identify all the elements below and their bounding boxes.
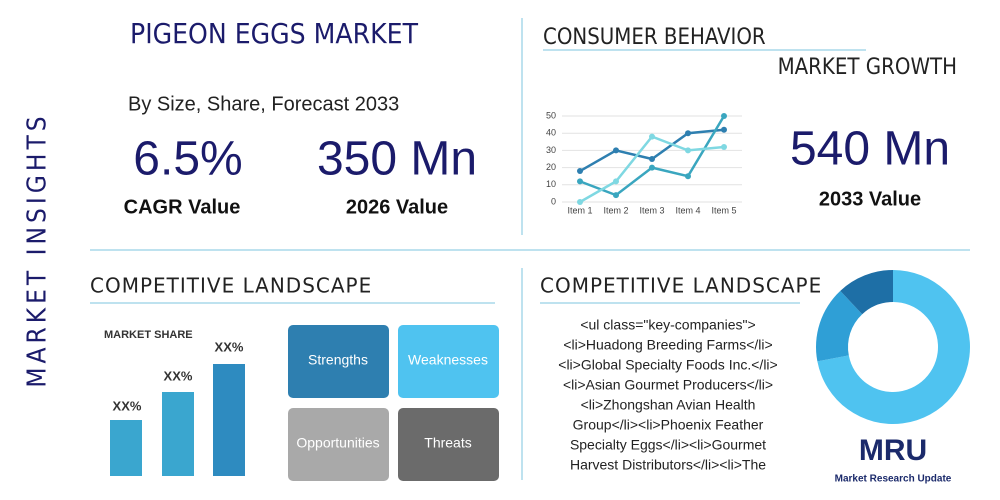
y-tick-label: 0: [551, 196, 556, 206]
share-bar: [110, 420, 142, 476]
y-tick-label: 50: [546, 110, 556, 120]
x-tick-label: Item 3: [639, 205, 664, 215]
bar-label: XX%: [164, 368, 193, 383]
line-point: [649, 164, 655, 171]
section-title: COMPETITIVE LANDSCAPE: [90, 274, 372, 298]
logo-text: Market Research Update: [835, 474, 952, 485]
stat-label: CAGR Value: [124, 196, 241, 218]
x-tick-label: Item 4: [675, 205, 700, 215]
company-line: <li>Zhongshan Avian Health: [581, 397, 756, 413]
line-point: [613, 192, 619, 199]
x-tick-label: Item 1: [567, 205, 592, 215]
section-title: COMPETITIVE LANDSCAPE: [540, 274, 822, 298]
x-tick-label: Item 5: [711, 205, 736, 215]
line-point: [577, 178, 583, 185]
share-bar: [213, 364, 245, 476]
company-line: Harvest Distributors</li><li>The: [570, 457, 766, 473]
swot-box: [288, 408, 389, 481]
stat-label: 2026 Value: [346, 196, 448, 218]
donut-segment: [817, 270, 970, 424]
swot-label: Weaknesses: [408, 352, 488, 368]
swot-box: [288, 325, 389, 398]
company-line: <ul class="key-companies">: [580, 317, 755, 333]
line-point: [577, 199, 583, 205]
stat-value: 350 Mn: [317, 133, 477, 186]
line-point: [685, 147, 691, 154]
donut-chart: [815, 270, 970, 424]
bar-label: XX%: [113, 398, 142, 413]
section-subtitle: MARKET GROWTH: [778, 55, 957, 80]
stat-value: 6.5%: [133, 133, 242, 186]
company-line: <li>Global Specialty Foods Inc.</li>: [558, 357, 777, 373]
share-bar: [162, 392, 194, 476]
swot-label: Strengths: [308, 352, 368, 368]
line-point: [721, 126, 727, 133]
line-point: [685, 173, 691, 180]
line-point: [613, 178, 619, 185]
company-list: <ul class="key-companies"> <li>Huadong Br…: [558, 317, 777, 473]
swot-box: [398, 408, 499, 481]
chart-label: MARKET SHARE: [104, 329, 193, 341]
bar-label: XX%: [215, 339, 244, 354]
line-point: [721, 143, 727, 150]
stat-label: 2033 Value: [819, 188, 921, 210]
stat-value: 540 Mn: [790, 123, 950, 176]
subtitle: By Size, Share, Forecast 2033: [128, 93, 399, 115]
line-chart: 0 10 20 30 40 50 Item 1 Item 2 Item 3 Item 4 Item …: [546, 110, 742, 215]
line-point: [685, 130, 691, 137]
y-tick-label: 30: [546, 145, 556, 155]
logo: MRU: [859, 434, 927, 467]
y-tick-label: 10: [546, 179, 556, 189]
line-point: [649, 133, 655, 140]
swot-label: Opportunities: [296, 435, 379, 451]
side-label: MARKET INSIGHTS: [23, 112, 53, 387]
line-point: [577, 168, 583, 175]
company-line: <li>Huadong Breeding Farms</li>: [563, 337, 772, 353]
donut-segment: [840, 270, 893, 315]
section-title: CONSUMER BEHAVIOR: [543, 25, 766, 50]
x-tick-label: Item 2: [603, 205, 628, 215]
company-line: Group</li><li>Phoenix Feather: [573, 417, 764, 433]
page-title: PIGEON EGGS MARKET: [130, 17, 419, 50]
swot-box: [398, 325, 499, 398]
line-point: [721, 113, 727, 119]
swot-label: Threats: [424, 435, 471, 451]
company-line: <li>Asian Gourmet Producers</li>: [563, 377, 773, 393]
line-point: [613, 147, 619, 154]
donut-segment: [815, 290, 863, 362]
y-tick-label: 20: [546, 162, 556, 172]
company-line: Specialty Eggs</li><li>Gourmet: [570, 437, 766, 453]
y-tick-label: 40: [546, 128, 556, 138]
line-point: [649, 156, 655, 162]
